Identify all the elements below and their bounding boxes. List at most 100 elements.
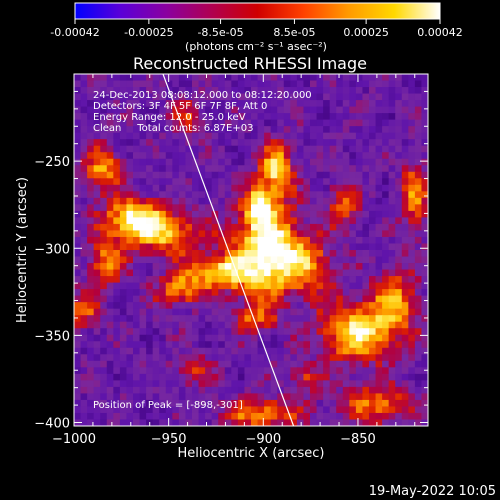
heatmap-cell (87, 386, 95, 395)
heatmap-cell (231, 87, 239, 95)
heatmap-cell (205, 269, 213, 277)
heatmap-cell (126, 80, 134, 88)
heatmap-cell (369, 347, 377, 355)
heatmap-cell (146, 230, 154, 238)
heatmap-cell (126, 74, 134, 82)
heatmap-cell (165, 217, 173, 225)
heatmap-cell (146, 308, 154, 316)
heatmap-cell (395, 406, 403, 414)
heatmap-cell (349, 308, 357, 316)
heatmap-cell (342, 165, 350, 173)
heatmap-cell (382, 236, 390, 245)
heatmap-cell (126, 204, 134, 212)
heatmap-cell (172, 113, 180, 121)
heatmap-cell (139, 360, 147, 368)
heatmap-cell (119, 341, 128, 349)
heatmap-cell (205, 373, 213, 381)
x-tick-label: −850 (340, 432, 376, 447)
heatmap-cell (185, 289, 193, 297)
heatmap-cell (133, 165, 141, 173)
heatmap-cell (303, 210, 311, 219)
heatmap-cell (133, 100, 141, 108)
heatmap-cell (113, 321, 121, 329)
heatmap-cell (323, 204, 331, 212)
heatmap-cell (74, 380, 82, 388)
heatmap-cell (139, 282, 147, 290)
heatmap-cell (388, 113, 396, 121)
heatmap-cell (375, 256, 383, 264)
heatmap-cell (100, 197, 108, 205)
heatmap-cell (237, 341, 246, 349)
heatmap-cell (126, 106, 134, 114)
heatmap-cell (414, 419, 423, 426)
heatmap-cell (395, 80, 403, 88)
heatmap-cell (159, 106, 167, 114)
heatmap-cell (152, 354, 160, 362)
heatmap-cell (113, 282, 121, 290)
heatmap-cell (244, 165, 252, 173)
heatmap-cell (100, 282, 108, 290)
heatmap-cell (146, 321, 154, 329)
heatmap-cell (205, 80, 213, 88)
heatmap-cell (224, 302, 232, 310)
heatmap-cell (375, 217, 383, 225)
heatmap-cell (224, 165, 232, 173)
heatmap-cell (139, 269, 147, 277)
heatmap-cell (211, 74, 219, 82)
heatmap-cell (336, 74, 344, 82)
heatmap-cell (211, 184, 219, 192)
heatmap-cell (218, 256, 226, 264)
heatmap-cell (231, 223, 239, 232)
heatmap-cell (237, 347, 246, 355)
heatmap-cell (310, 204, 318, 212)
heatmap-cell (362, 321, 370, 329)
heatmap-cell (421, 152, 428, 160)
heatmap-cell (375, 80, 383, 88)
heatmap-cell (198, 367, 206, 375)
heatmap-cell (303, 87, 311, 95)
heatmap-cell (283, 87, 291, 95)
heatmap-cell (146, 93, 154, 101)
heatmap-cell (369, 132, 377, 140)
heatmap-cell (355, 100, 364, 108)
heatmap-cell (159, 230, 167, 238)
heatmap-cell (74, 139, 82, 147)
heatmap-cell (323, 367, 331, 375)
heatmap-cell (106, 412, 114, 421)
heatmap-cell (172, 126, 180, 134)
heatmap-cell (290, 276, 298, 284)
heatmap-cell (395, 419, 403, 426)
heatmap-cell (211, 373, 219, 381)
heatmap-cell (375, 145, 383, 153)
heatmap-cell (211, 263, 219, 271)
heatmap-cell (421, 178, 428, 186)
heatmap-cell (192, 256, 200, 264)
heatmap-cell (119, 126, 128, 134)
heatmap-cell (211, 204, 219, 212)
heatmap-cell (244, 93, 252, 101)
heatmap-cell (329, 217, 337, 225)
heatmap-cell (205, 106, 213, 114)
heatmap-cell (362, 113, 370, 121)
heatmap-cell (119, 87, 128, 95)
heatmap-cell (408, 334, 416, 342)
heatmap-cell (106, 145, 114, 153)
heatmap-cell (375, 223, 383, 232)
heatmap-cell (113, 100, 121, 108)
heatmap-cell (119, 406, 128, 414)
heatmap-cell (231, 250, 239, 258)
heatmap-cell (185, 184, 193, 192)
heatmap-cell (310, 412, 318, 421)
heatmap-cell (355, 289, 364, 297)
heatmap-cell (74, 178, 82, 186)
heatmap-cell (146, 152, 154, 160)
heatmap-cell (165, 393, 173, 401)
heatmap-cell (74, 145, 82, 153)
heatmap-cell (133, 230, 141, 238)
heatmap-cell (414, 360, 423, 368)
heatmap-cell (336, 302, 344, 310)
heatmap-cell (277, 178, 285, 186)
heatmap-cell (401, 308, 409, 316)
heatmap-cell (106, 217, 114, 225)
heatmap-cell (205, 191, 213, 199)
